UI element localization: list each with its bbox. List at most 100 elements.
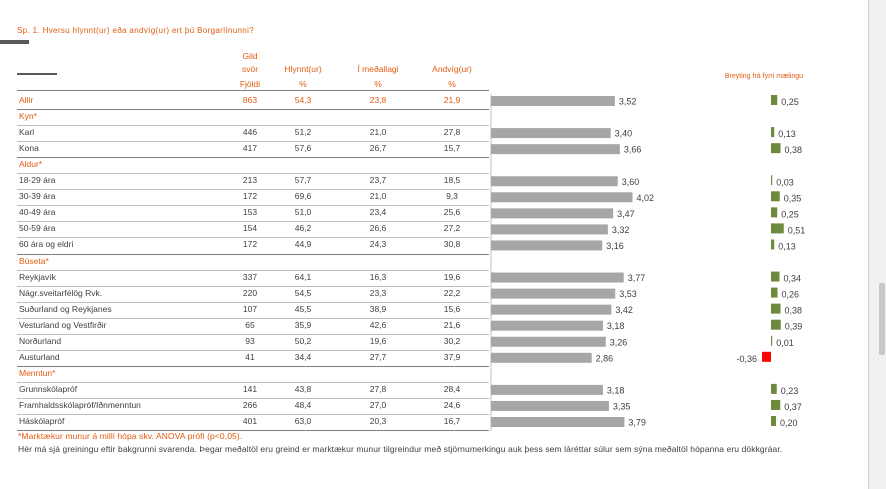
cell-n: 93 (245, 335, 255, 346)
row-label: Allir (19, 95, 34, 105)
row-separator (17, 189, 489, 191)
mean-bar (491, 128, 611, 139)
cell-n: 153 (242, 207, 258, 218)
cell-andvig: 27,2 (443, 223, 461, 234)
row-label: Framhaldsskólapróf/Iðnmenntun (19, 399, 141, 410)
row-separator (17, 301, 489, 303)
scrollbar[interactable] (869, 0, 886, 489)
mean-label: 3,60 (622, 177, 640, 187)
cell-hlynnt: 48,4 (294, 399, 312, 410)
row-separator (17, 269, 489, 271)
header-svor: svör (241, 64, 259, 74)
row-separator (17, 333, 489, 335)
cell-hlynnt: 54,3 (294, 95, 312, 105)
change-bar (771, 399, 781, 410)
mean-label: 3,66 (624, 145, 642, 155)
row-separator (17, 285, 489, 287)
cell-hlynnt: 57,6 (294, 143, 312, 154)
section-label: Aldur* (19, 159, 43, 170)
row-label: 60 ára og eldri (19, 239, 74, 250)
row-separator (17, 349, 489, 351)
cell-andvig: 21,6 (443, 319, 461, 330)
change-label: -0,36 (736, 354, 757, 364)
cell-andvig: 25,6 (443, 207, 461, 218)
change-bar (771, 319, 781, 330)
change-bar (771, 175, 773, 186)
row-separator (17, 141, 489, 143)
cell-n: 401 (242, 416, 258, 426)
row-label: Háskólapróf (19, 416, 65, 426)
mean-bar (491, 144, 620, 155)
cell-medallagi: 20,3 (369, 416, 387, 426)
mean-bar (491, 288, 616, 299)
change-label: 0,13 (778, 129, 796, 139)
change-label: 0,03 (776, 177, 794, 187)
change-bar (771, 416, 776, 426)
cell-medallagi: 23,3 (369, 287, 387, 298)
cell-medallagi: 21,0 (369, 191, 387, 202)
cell-andvig: 19,6 (443, 271, 461, 282)
row-separator (17, 173, 489, 175)
cell-andvig: 9,3 (446, 191, 458, 202)
mean-label: 2,86 (596, 353, 614, 363)
mean-bar (491, 192, 633, 203)
mean-bar (491, 224, 608, 235)
mean-label: 3,42 (615, 305, 633, 315)
cell-n: 337 (242, 271, 258, 282)
cell-medallagi: 23,8 (369, 95, 387, 105)
cell-hlynnt: 44,9 (294, 239, 312, 250)
cell-n: 863 (242, 95, 258, 105)
cell-andvig: 27,8 (443, 127, 461, 138)
mean-bar (491, 304, 612, 315)
mean-label: 3,18 (607, 385, 625, 395)
row-separator (17, 381, 489, 383)
section-label: Búseta* (19, 255, 49, 266)
row-label: Karl (19, 127, 35, 138)
cell-medallagi: 42,6 (369, 319, 387, 330)
cell-n: 41 (245, 351, 255, 362)
row-label: Suðurland og Reykjanes (19, 303, 112, 314)
section-label: Menntun* (19, 367, 56, 378)
change-bar (762, 351, 771, 362)
cell-hlynnt: 69,6 (294, 191, 312, 202)
header-andvig: Andvíg(ur) (432, 64, 472, 74)
mean-label: 3,16 (606, 241, 624, 251)
mean-bar (491, 400, 609, 411)
change-bar (771, 303, 781, 314)
change-bar (771, 271, 780, 282)
cell-andvig: 28,4 (443, 383, 461, 394)
row-separator (17, 365, 489, 367)
change-bar (771, 143, 781, 154)
cell-hlynnt: 57,7 (294, 175, 312, 186)
change-label: 0,20 (780, 418, 798, 428)
change-label: 0,35 (784, 193, 802, 203)
change-label: 0,26 (782, 290, 800, 300)
row-label: Austurland (19, 351, 60, 362)
cell-n: 172 (242, 239, 258, 250)
change-label: 0,51 (788, 225, 806, 235)
change-label: 0,34 (784, 274, 802, 284)
subheader-fjoldi: Fjöldi (239, 79, 261, 89)
cell-hlynnt: 34,4 (294, 351, 312, 362)
subheader-pct-andvig: % (448, 79, 456, 89)
cell-hlynnt: 54,5 (294, 287, 312, 298)
cell-medallagi: 21,0 (369, 127, 387, 138)
change-bar (771, 223, 784, 234)
row-separator (17, 253, 489, 255)
row-separator (17, 157, 489, 159)
change-label: 0,39 (785, 322, 803, 332)
cell-hlynnt: 45,5 (294, 303, 312, 314)
row-label: Norðurland (19, 335, 62, 346)
cell-medallagi: 19,6 (369, 335, 387, 346)
mean-label: 4,02 (637, 193, 655, 203)
scrollbar-thumb[interactable] (879, 283, 885, 355)
mean-bar (491, 240, 603, 251)
subheader-pct-medallagi: % (374, 79, 382, 89)
cell-hlynnt: 50,2 (294, 335, 312, 346)
change-label: 0,25 (781, 209, 799, 219)
header-medallagi: Í meðallagi (357, 64, 399, 74)
row-separator (17, 205, 489, 207)
change-label: 0,37 (784, 402, 802, 412)
cell-hlynnt: 51,2 (294, 127, 312, 138)
